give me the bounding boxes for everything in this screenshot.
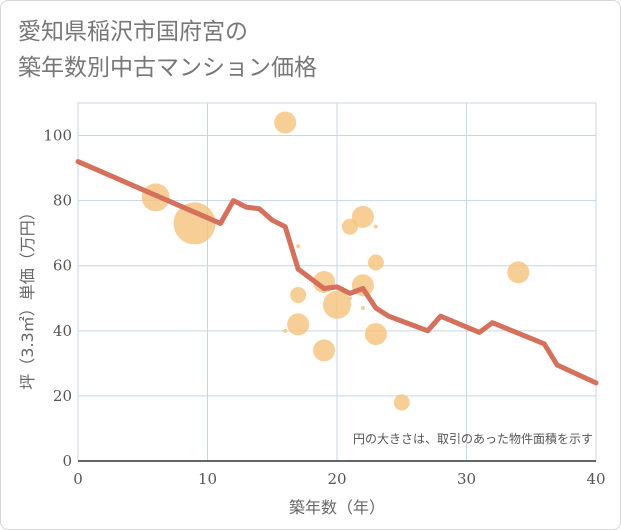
bubble — [507, 261, 530, 284]
bubble — [323, 290, 351, 319]
x-tick-label: 0 — [73, 470, 83, 488]
x-tick-label: 10 — [198, 470, 217, 488]
bubble — [373, 224, 378, 229]
bubble — [173, 202, 216, 245]
bubble — [283, 328, 288, 333]
y-tick-label: 20 — [53, 387, 72, 405]
tick-labels: 0 10 20 30 40 0 20 40 60 80 100 — [43, 127, 605, 488]
bubble-size-note: 円の大きさは、取引のあった物件面積を示す — [353, 431, 593, 446]
y-tick-label: 80 — [53, 192, 72, 210]
chart-title: 愛知県稲沢市国府宮の 築年数別中古マンション価格 — [18, 14, 317, 86]
bubble — [393, 394, 410, 411]
x-tick-label: 20 — [327, 470, 346, 488]
y-tick-label: 0 — [62, 452, 72, 470]
bubble — [287, 313, 310, 336]
bubble — [364, 323, 387, 346]
x-tick-label: 30 — [457, 470, 476, 488]
bubble — [290, 287, 307, 304]
title-line-1: 愛知県稲沢市国府宮の — [18, 19, 248, 45]
y-tick-label: 40 — [53, 322, 72, 340]
trend-line — [75, 159, 599, 386]
title-line-2: 築年数別中古マンション価格 — [18, 55, 317, 81]
y-axis-label: 坪（3.3㎡）単価（万円） — [18, 204, 37, 389]
bubble — [351, 205, 374, 228]
bubble — [360, 306, 365, 311]
bubble — [296, 244, 301, 249]
bubble — [313, 339, 336, 362]
bubble — [274, 111, 297, 134]
x-tick-label: 40 — [586, 470, 605, 488]
y-tick-label: 100 — [43, 127, 72, 145]
bubble — [367, 254, 384, 271]
x-axis-label: 築年数（年） — [289, 498, 385, 517]
bubble-series — [141, 111, 530, 411]
y-tick-label: 60 — [53, 257, 72, 275]
bubble — [347, 296, 352, 301]
